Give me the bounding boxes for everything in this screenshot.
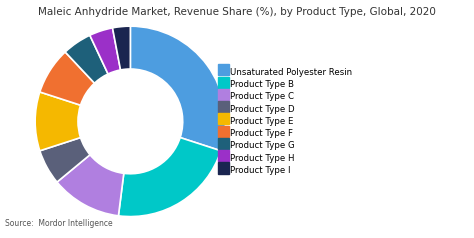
Wedge shape: [90, 28, 120, 74]
Wedge shape: [65, 35, 108, 83]
Wedge shape: [112, 26, 130, 70]
Wedge shape: [130, 26, 226, 151]
Text: Maleic Anhydride Market, Revenue Share (%), by Product Type, Global, 2020: Maleic Anhydride Market, Revenue Share (…: [38, 7, 436, 17]
Wedge shape: [40, 52, 94, 105]
Wedge shape: [118, 138, 221, 217]
Legend: Unsaturated Polyester Resin, Product Type B, Product Type C, Product Type D, Pro: Unsaturated Polyester Resin, Product Typ…: [218, 68, 352, 175]
Wedge shape: [57, 155, 124, 216]
Wedge shape: [35, 92, 81, 151]
Text: Source:  Mordor Intelligence: Source: Mordor Intelligence: [5, 219, 112, 228]
Wedge shape: [40, 138, 90, 182]
